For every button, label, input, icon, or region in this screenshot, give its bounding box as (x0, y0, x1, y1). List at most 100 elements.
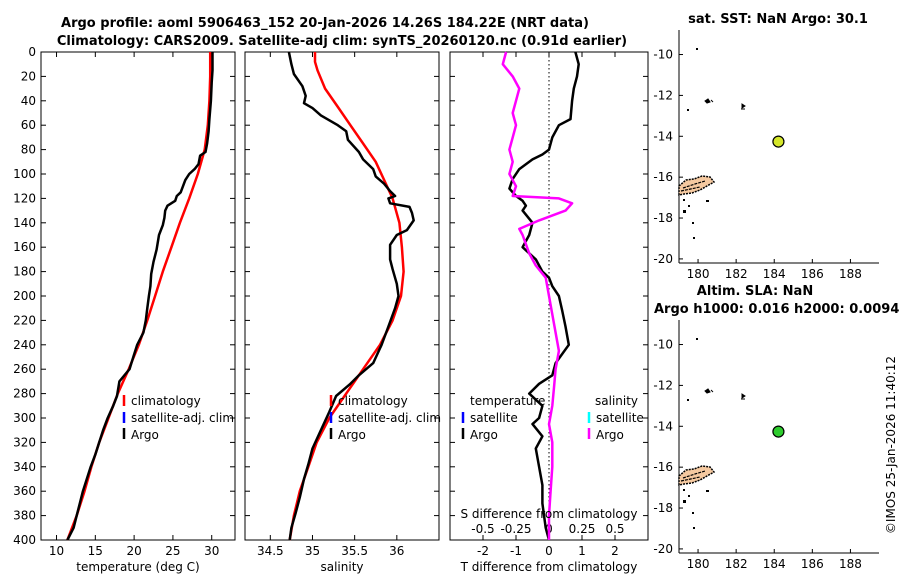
y-tick-label: 40 (21, 94, 36, 108)
x-tick-label: 36 (389, 544, 404, 558)
x-tick-label: 1 (578, 544, 586, 558)
salinity-axes (244, 51, 440, 541)
temperature-xlabel: temperature (deg C) (76, 560, 199, 574)
temperature-axes (40, 51, 236, 541)
legend-sal-satellite-label: satellite (596, 411, 644, 425)
y-tick-label: 200 (13, 289, 36, 303)
x-tick-label: 35.5 (341, 544, 368, 558)
difference-legend: temperature satellite Argo salinity sate… (461, 394, 644, 442)
x-tick-label: -2 (477, 544, 489, 558)
difference-top-label: S difference from climatology (461, 507, 638, 521)
y-tick-label: 360 (13, 484, 36, 498)
y-tick-label: 380 (13, 509, 36, 523)
difference-xlabel: T difference from climatology (460, 560, 638, 574)
legend-satellite-label: satellite-adj. clim (131, 411, 234, 425)
y-tick-label: 60 (21, 118, 36, 132)
x-tick-label: 2 (611, 544, 619, 558)
top-x-tick-label: -0.25 (500, 522, 531, 536)
y-tick-label: 320 (13, 435, 36, 449)
x-tick-label: 10 (49, 544, 64, 558)
x-tick-label: 0 (545, 544, 553, 558)
y-tick-label: 80 (21, 143, 36, 157)
map-y-tick-label: -16 (653, 170, 673, 184)
series-line-argo (66, 52, 214, 541)
y-tick-label: 140 (13, 216, 36, 230)
map-y-tick-label: -12 (653, 378, 673, 392)
salinity-legend: climatology satellite-adj. clim Argo (329, 394, 441, 442)
argo-position-marker (772, 135, 785, 148)
series-line-temperature-argo (508, 51, 580, 541)
legend-salinity-heading: salinity (595, 394, 638, 408)
map-x-tick-label: 182 (725, 557, 748, 571)
x-tick-label: -1 (510, 544, 522, 558)
legend-climatology-label: climatology (131, 394, 201, 408)
top-x-tick-label: 0.5 (605, 522, 624, 536)
argo-position-marker (772, 425, 785, 438)
map-x-tick-label: 184 (763, 557, 786, 571)
y-tick-label: 260 (13, 362, 36, 376)
map-y-tick-label: -16 (653, 460, 673, 474)
legend-temp-satellite-label: satellite (470, 411, 518, 425)
map-y-tick-label: -20 (653, 542, 673, 556)
temperature-panel: 0 20 40 60 80 100 120 140 160 180 200 220 240 260 280 3… (13, 45, 236, 574)
legend-sal-argo-label: Argo (596, 428, 624, 442)
y-tick-label: 240 (13, 338, 36, 352)
legend-temperature-heading: temperature (470, 394, 545, 408)
map-y-tick-label: -18 (653, 501, 673, 515)
salinity-panel: 34.5 35 35.5 36 salinity climatology satell… (244, 51, 441, 574)
figure-title-line2: Climatology: CARS2009. Satellite-adj cli… (57, 34, 627, 49)
x-tick-label: 30 (204, 544, 219, 558)
y-tick-label: 180 (13, 265, 36, 279)
salinity-xlabel: salinity (320, 560, 363, 574)
sst-map-coast (678, 48, 746, 239)
y-tick-label: 120 (13, 191, 36, 205)
figure-title-line1: Argo profile: aoml 5906463_152 20-Jan-20… (61, 16, 589, 31)
sla-map: Altim. SLA: NaN Argo h1000: 0.016 h2000:… (653, 284, 899, 571)
x-tick-label: 20 (126, 544, 141, 558)
watermark: ©IMOS 25-Jan-2026 11:40:12 (884, 356, 898, 534)
difference-panel: -2 -1 0 1 2-0.5 -0.25 0 0.25 0.5 S difference fr… (449, 51, 649, 574)
map-x-tick-label: 186 (801, 557, 824, 571)
x-tick-label: 15 (88, 544, 103, 558)
y-tick-label: 300 (13, 411, 36, 425)
map-y-tick-label: -12 (653, 88, 673, 102)
legend-argo-label: Argo (131, 428, 159, 442)
map-y-tick-label: -10 (653, 48, 673, 62)
x-tick-label: 25 (165, 544, 180, 558)
map-y-tick-label: -14 (653, 129, 673, 143)
y-tick-label: 160 (13, 240, 36, 254)
sst-map: sat. SST: NaN Argo: 30.1 -10 -12 -14 -16 -18… (653, 12, 879, 281)
map-x-tick-label: 182 (725, 267, 748, 281)
sla-map-title-line1: Altim. SLA: NaN (697, 284, 813, 299)
legend-argo-label: Argo (338, 428, 366, 442)
sst-map-title: sat. SST: NaN Argo: 30.1 (688, 12, 868, 27)
series-line-climatology (288, 52, 405, 541)
map-x-tick-label: 188 (839, 267, 862, 281)
map-x-tick-label: 180 (687, 557, 710, 571)
sla-map-title-line2: Argo h1000: 0.016 h2000: 0.0094 (654, 302, 899, 317)
map-x-tick-label: 186 (801, 267, 824, 281)
map-y-tick-label: -14 (653, 419, 673, 433)
map-x-tick-label: 180 (687, 267, 710, 281)
top-x-tick-label: 0.25 (569, 522, 596, 536)
x-tick-label: 35 (305, 544, 320, 558)
y-tick-label: 20 (21, 69, 36, 83)
map-y-tick-label: -10 (653, 338, 673, 352)
legend-temp-argo-label: Argo (470, 428, 498, 442)
map-x-tick-label: 188 (839, 557, 862, 571)
y-tick-label: 0 (28, 45, 36, 59)
map-y-tick-label: -18 (653, 211, 673, 225)
y-tick-label: 220 (13, 313, 36, 327)
y-tick-label: 280 (13, 387, 36, 401)
top-x-tick-label: -0.5 (471, 522, 494, 536)
y-tick-label: 100 (13, 167, 36, 181)
sla-map-coast (678, 338, 746, 529)
series-line-salinity-argo (501, 51, 574, 540)
series-line-argo (287, 51, 415, 541)
temperature-legend: climatology satellite-adj. clim Argo (122, 394, 234, 442)
legend-climatology-label: climatology (338, 394, 408, 408)
legend-satellite-label: satellite-adj. clim (338, 411, 441, 425)
map-x-tick-label: 184 (763, 267, 786, 281)
y-tick-label: 340 (13, 460, 36, 474)
